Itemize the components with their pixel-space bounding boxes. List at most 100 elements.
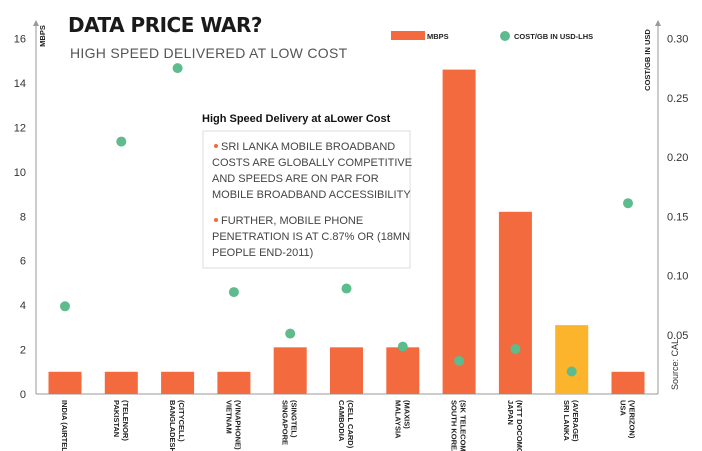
left-axis-arrow-icon — [33, 20, 39, 26]
dot-series — [60, 63, 633, 377]
cost-dot — [172, 63, 183, 74]
annotation-line: PENETRATION IS AT C.87% OR (18MN — [212, 231, 410, 243]
category-label-line: USA — [619, 400, 628, 416]
right-tick-label: 0.10 — [667, 271, 688, 283]
right-tick-label: 0.05 — [667, 330, 688, 342]
category-label: VIETNAM (VINAPHONE) — [224, 400, 242, 450]
cost-dot — [228, 287, 239, 298]
category-label-line: (VINAPHONE) — [233, 400, 242, 450]
source-note: Source: CAL — [670, 339, 680, 390]
category-label: BANGLADESH (CITYCELL) — [168, 400, 186, 451]
annotation-text: SRI LANKA MOBILE BROADBAND COSTS ARE GLOB… — [212, 141, 412, 259]
annotation-line: FURTHER, MOBILE PHONE — [221, 215, 363, 227]
category-label: INDIA (AIRTEL) — [60, 400, 69, 451]
category-label: MALAYSIA (MAXIS) — [393, 400, 411, 439]
category-label: SRI LANKA (AVERAGE) — [562, 400, 580, 442]
category-label-line: (CELL CARD) — [346, 400, 355, 449]
category-label-line: SOUTH KOREA — [450, 400, 459, 451]
annotation-line: COSTS ARE GLOBALLY COMPETITIVE — [212, 157, 412, 169]
category-label-line: (SINGTEL) — [290, 400, 299, 438]
left-axis-unit: MBPS — [38, 25, 47, 47]
category-label-line: BANGLADESH — [168, 400, 177, 451]
right-axis-unit: COST/GB IN USD — [643, 29, 652, 91]
bullet-icon — [214, 144, 218, 148]
right-axis-ticks: 0.30 0.25 0.20 0.15 0.10 0.05 — [667, 34, 688, 342]
chart-subtitle: HIGH SPEED DELIVERED AT LOW COST — [70, 45, 348, 61]
cost-dot — [116, 136, 127, 147]
cost-dot — [510, 343, 521, 354]
legend-bar-label: MBPS — [427, 32, 449, 41]
category-label-line: (NTT DOCOMO) — [515, 400, 524, 451]
bar — [273, 347, 307, 394]
bar-series — [48, 69, 645, 394]
category-label-line: SRI LANKA — [562, 400, 571, 441]
bullet-icon — [214, 218, 218, 222]
left-tick-label: 6 — [20, 256, 26, 268]
category-label-line: (VERIZON) — [628, 400, 637, 439]
category-label-line: (TELENOR) — [121, 400, 130, 441]
left-tick-label: 4 — [20, 300, 26, 312]
cost-dot — [454, 355, 465, 366]
cost-dot — [566, 366, 577, 377]
category-label-line: (CITYCELL) — [177, 400, 186, 442]
category-label-line: (SK TELECOM) — [459, 400, 468, 451]
bar — [611, 371, 645, 394]
right-tick-label: 0.15 — [667, 211, 688, 223]
left-tick-label: 16 — [14, 34, 26, 46]
category-label: USA (VERIZON) — [619, 400, 637, 439]
annotation: High Speed Delivery at aLower Cost SRI L… — [202, 113, 412, 269]
category-label-line: MALAYSIA — [393, 400, 402, 439]
left-tick-label: 14 — [14, 78, 26, 90]
right-tick-label: 0.20 — [667, 152, 688, 164]
annotation-line: AND SPEEDS ARE ON PAR FOR — [212, 173, 379, 185]
left-axis-ticks: 16 14 12 10 8 6 4 2 0 — [14, 34, 26, 402]
category-label: CAMBODIA (CELL CARD) — [337, 400, 355, 449]
legend-dot-swatch — [500, 31, 510, 41]
bar — [555, 325, 589, 394]
category-label-line: (AVERAGE) — [571, 400, 580, 442]
cost-dot — [285, 328, 296, 339]
category-label: JAPAN (NTT DOCOMO) — [506, 400, 524, 451]
bar — [442, 69, 476, 394]
legend-bar-swatch — [391, 31, 425, 40]
category-label-line: PAKISTAN — [112, 400, 121, 437]
category-label: SOUTH KOREA (SK TELECOM) — [450, 400, 468, 451]
chart-title: DATA PRICE WAR? — [68, 13, 262, 37]
right-tick-label: 0.25 — [667, 93, 688, 105]
category-labels: INDIA (AIRTEL) PAKISTAN (TELENOR) BANGLADES… — [60, 400, 637, 451]
left-tick-label: 10 — [14, 167, 26, 179]
legend-dot-label: COST/GB IN USD-LHS — [514, 32, 593, 41]
bar — [217, 371, 251, 394]
category-label-line: VIETNAM — [224, 400, 233, 434]
annotation-box — [202, 130, 411, 269]
cost-dot — [60, 301, 70, 312]
category-label-line: (MAXIS) — [402, 400, 411, 429]
right-tick-label: 0.30 — [667, 34, 688, 46]
cost-dot — [341, 283, 352, 294]
category-label-line: INDIA (AIRTEL) — [60, 400, 69, 451]
left-tick-label: 12 — [14, 122, 26, 134]
bar — [48, 371, 82, 394]
right-axis-arrow-icon — [655, 20, 661, 26]
annotation-line: PEOPLE END-2011) — [212, 247, 313, 259]
left-tick-label: 0 — [20, 389, 26, 401]
annotation-line: MOBILE BROADBAND ACCESSIBILITY — [212, 189, 411, 201]
bar — [161, 371, 195, 394]
category-label-line: SINGAPORE — [281, 400, 290, 445]
bar — [498, 211, 532, 394]
bar — [386, 347, 420, 394]
left-tick-label: 8 — [20, 211, 26, 223]
category-label-line: JAPAN — [506, 400, 515, 425]
bar — [330, 347, 363, 394]
category-label-line: CAMBODIA — [337, 400, 346, 442]
cost-dot — [623, 198, 633, 209]
legend: MBPS COST/GB IN USD-LHS — [391, 31, 593, 41]
annotation-title: High Speed Delivery at aLower Cost — [202, 113, 391, 125]
left-tick-label: 2 — [20, 345, 26, 357]
bar — [104, 371, 138, 394]
category-label: SINGAPORE (SINGTEL) — [281, 400, 299, 445]
cost-dot — [397, 341, 408, 352]
category-label: PAKISTAN (TELENOR) — [112, 400, 130, 441]
annotation-line: SRI LANKA MOBILE BROADBAND — [221, 141, 395, 153]
